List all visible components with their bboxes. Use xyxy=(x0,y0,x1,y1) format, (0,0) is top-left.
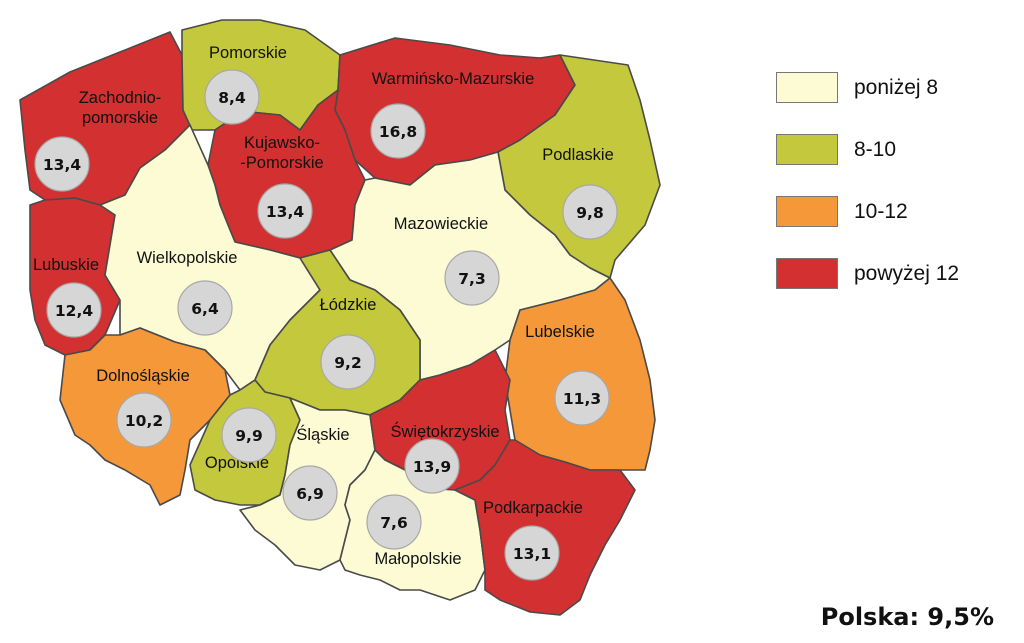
region-value-podkarpackie: 13,1 xyxy=(513,545,551,563)
value-badge xyxy=(204,69,260,125)
region-value-swietokrzyskie: 13,9 xyxy=(413,458,451,476)
region-name-malopolskie: Małopolskie xyxy=(374,550,461,568)
legend-item-above-12: powyżej 12 xyxy=(776,256,1016,291)
legend-swatch xyxy=(776,258,838,289)
region-name-podkarpackie: Podkarpackie xyxy=(483,499,583,517)
value-badge xyxy=(554,370,610,426)
region-value-kujawsko-pomorskie: 13,4 xyxy=(266,203,304,221)
region-value-podlaskie: 9,8 xyxy=(576,204,603,222)
value-badge xyxy=(282,465,338,521)
region-value-lubuskie: 12,4 xyxy=(55,302,93,320)
value-badge xyxy=(46,282,102,338)
legend-label: poniżej 8 xyxy=(854,75,939,99)
region-name-warminsko-mazurskie: Warmińsko-Mazurskie xyxy=(372,70,535,88)
legend-label: powyżej 12 xyxy=(854,261,960,285)
legend-item-8-10: 8-10 xyxy=(776,132,1016,167)
legend-swatch xyxy=(776,72,838,103)
value-badge xyxy=(320,334,376,390)
region-value-lubelskie: 11,3 xyxy=(563,390,601,408)
region-name-dolnoslaskie: Dolnośląskie xyxy=(96,367,190,385)
legend-item-10-12: 10-12 xyxy=(776,194,1016,229)
value-badge xyxy=(221,407,277,463)
region-value-lodzkie: 9,2 xyxy=(334,354,361,372)
value-badge xyxy=(116,392,172,448)
region-name-lodzkie: Łódzkie xyxy=(320,296,377,314)
region-value-malopolskie: 7,6 xyxy=(380,514,407,532)
region-value-wielkopolskie: 6,4 xyxy=(191,300,219,318)
value-badge xyxy=(257,183,313,239)
value-badge xyxy=(404,438,460,494)
region-value-mazowieckie: 7,3 xyxy=(458,270,485,288)
region-name-pomorskie: Pomorskie xyxy=(209,44,287,62)
value-badge xyxy=(34,136,90,192)
country-total: Polska: 9,5% xyxy=(820,603,994,631)
legend-label: 8-10 xyxy=(854,137,897,161)
value-badge xyxy=(366,494,422,550)
poland-map: Zachodnio-pomorskie 13,4 Pomorskie 8,4 Warmi… xyxy=(19,19,661,616)
region-name-slaskie: Śląskie xyxy=(296,425,349,444)
region-value-slaskie: 6,9 xyxy=(296,485,323,503)
legend-label: 10-12 xyxy=(854,199,908,223)
region-value-zachodniopomorskie: 13,4 xyxy=(43,156,81,174)
legend-swatch xyxy=(776,196,838,227)
legend: poniżej 8 8-10 10-12 powyżej 12 xyxy=(776,70,1016,318)
region-name-wielkopolskie: Wielkopolskie xyxy=(137,249,238,267)
region-name-kujawsko-pomorskie: Kujawsko--Pomorskie xyxy=(240,134,323,172)
region-value-dolnoslaskie: 10,2 xyxy=(125,412,163,430)
region-name-zachodniopomorskie: Zachodnio-pomorskie xyxy=(79,89,162,127)
region-value-warminsko-mazurskie: 16,8 xyxy=(379,123,417,141)
value-badge xyxy=(444,250,500,306)
legend-item-below-8: poniżej 8 xyxy=(776,70,1016,105)
region-name-mazowieckie: Mazowieckie xyxy=(394,215,488,233)
value-badge xyxy=(504,525,560,581)
region-name-swietokrzyskie: Świętokrzyskie xyxy=(390,422,499,441)
region-value-opolskie: 9,9 xyxy=(235,427,262,445)
value-badge xyxy=(177,280,233,336)
value-badge xyxy=(370,103,426,159)
legend-swatch xyxy=(776,134,838,165)
value-badge xyxy=(562,184,618,240)
region-value-pomorskie: 8,4 xyxy=(218,89,246,107)
region-podkarpackie xyxy=(454,439,636,616)
region-name-lubuskie: Lubuskie xyxy=(33,256,99,274)
region-name-lubelskie: Lubelskie xyxy=(525,323,595,341)
region-name-podlaskie: Podlaskie xyxy=(542,146,614,164)
